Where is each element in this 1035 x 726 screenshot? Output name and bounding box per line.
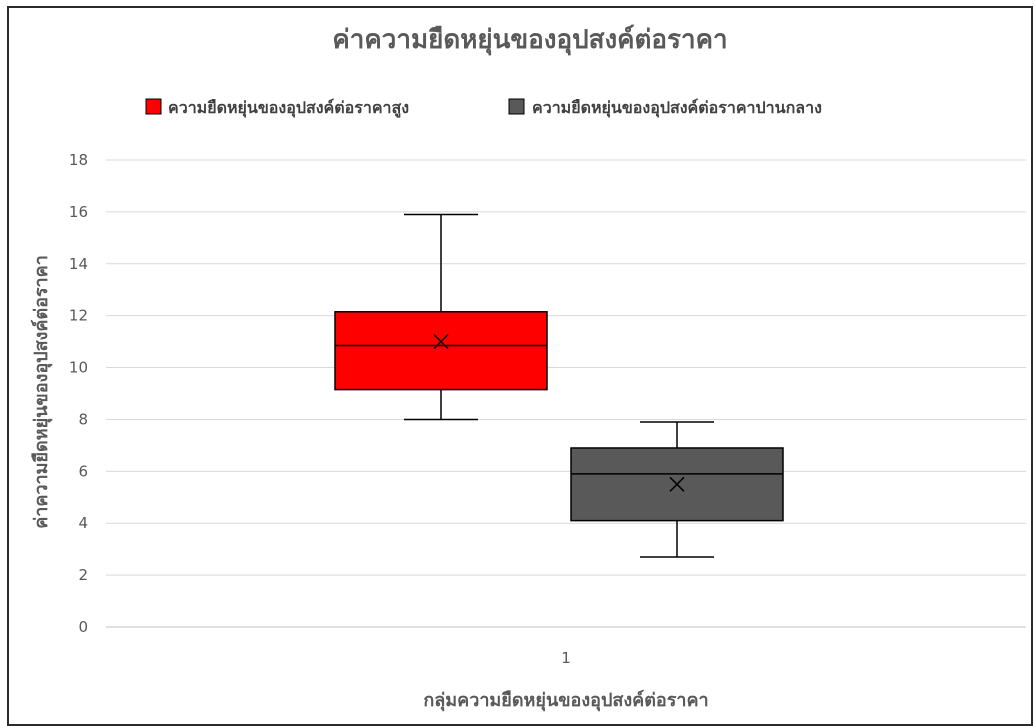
y-axis-title: ค่าความยืดหยุ่นของอุปสงค์ต่อราคา: [30, 255, 53, 529]
legend-label-high: ความยืดหยุ่นของอุปสงค์ต่อราคาสูง: [168, 98, 409, 119]
y-tick-label: 8: [78, 410, 88, 428]
legend: ความยืดหยุ่นของอุปสงค์ต่อราคาสูง ความยืด…: [145, 98, 822, 119]
y-tick-label: 16: [69, 203, 88, 221]
y-tick-label: 4: [78, 514, 88, 532]
y-tick-label: 12: [69, 307, 88, 325]
box-1: [570, 421, 784, 558]
y-axis-ticks: 0 2 4 6 8 10 12 14 16 18: [69, 151, 88, 636]
y-tick-label: 0: [78, 618, 88, 636]
mean-marker: [669, 476, 685, 492]
gridlines: [106, 159, 1026, 628]
legend-label-medium: ความยืดหยุ่นของอุปสงค์ต่อราคาปานกลาง: [532, 98, 822, 118]
legend-swatch-medium: [508, 98, 525, 115]
box-0: [334, 213, 548, 421]
y-tick-label: 6: [78, 462, 88, 480]
y-tick-label: 10: [69, 359, 88, 377]
legend-swatch-high: [145, 98, 162, 115]
x-axis-title: กลุ่มความยืดหยุ่นของอุปสงค์ต่อราคา: [423, 689, 708, 712]
y-tick-label: 14: [69, 255, 88, 273]
x-tick-label: 1: [561, 649, 571, 667]
y-tick-label: 18: [69, 151, 88, 169]
box-series: [334, 213, 784, 558]
mean-marker: [433, 334, 449, 350]
box-iqr: [334, 311, 548, 391]
y-tick-label: 2: [78, 566, 88, 584]
chart-title: ค่าความยืดหยุ่นของอุปสงค์ต่อราคา: [332, 24, 727, 56]
